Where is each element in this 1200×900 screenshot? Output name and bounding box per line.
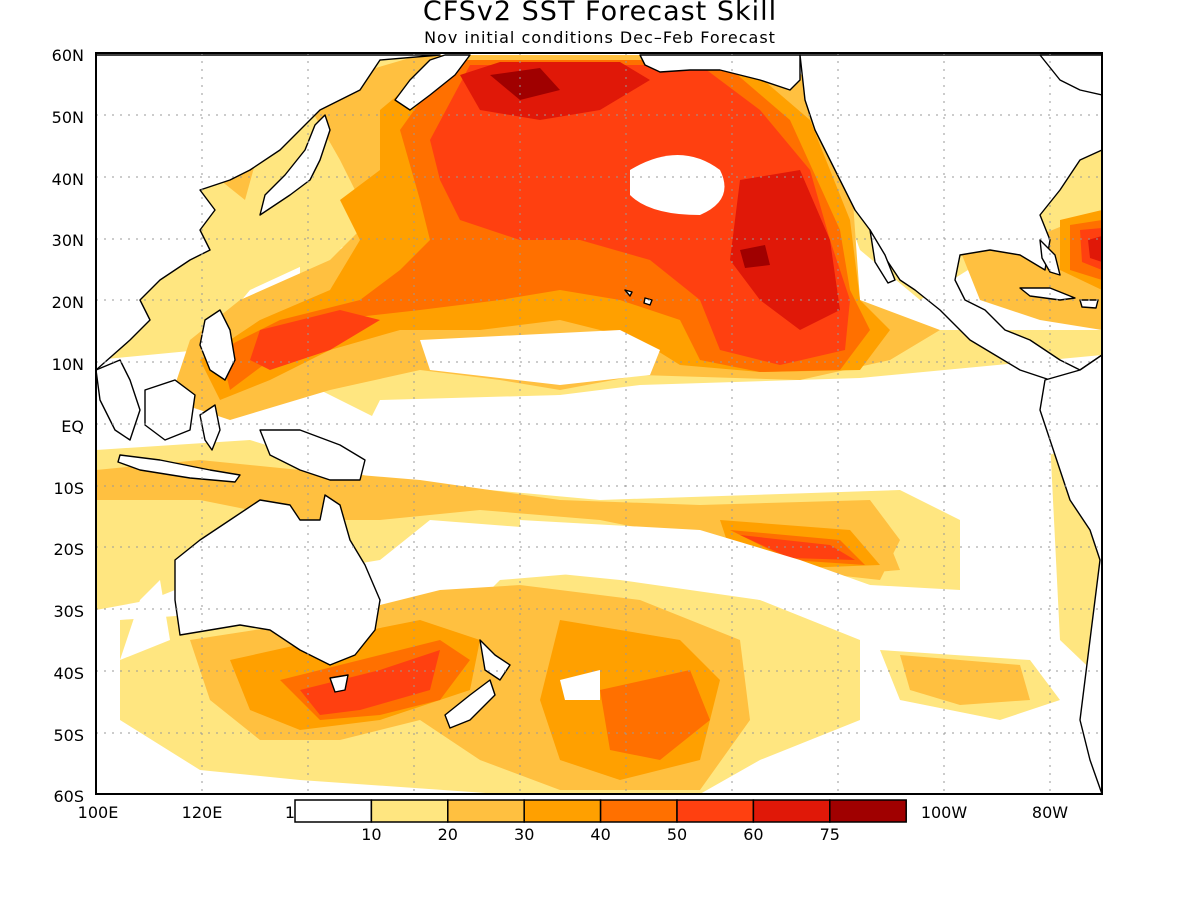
south-america-landmass xyxy=(1039,354,1102,794)
tasmania-island xyxy=(329,674,349,693)
greenland-corner xyxy=(1039,54,1102,96)
graticule xyxy=(96,53,1102,794)
lat-label: 20S xyxy=(53,540,84,559)
colorbar-swatch xyxy=(599,799,678,823)
longitude-labels: 100E 120E 1 100W 80W xyxy=(78,803,1069,822)
borneo-island xyxy=(144,379,196,441)
colorbar-label: 60 xyxy=(743,825,763,844)
australia-landmass xyxy=(174,494,381,666)
java-island xyxy=(117,454,241,483)
lon-label: 100W xyxy=(921,803,968,822)
indochina-landmass xyxy=(96,359,141,441)
colorbar-label: 30 xyxy=(514,825,534,844)
asia-landmass xyxy=(96,54,441,421)
colorbar-label: 20 xyxy=(438,825,458,844)
baja-california xyxy=(869,229,896,284)
lat-label: 20N xyxy=(52,293,84,312)
colorbar-swatch xyxy=(370,799,449,823)
colorbar-swatch xyxy=(523,799,602,823)
cuba-island xyxy=(1019,287,1076,301)
lat-label: 10S xyxy=(53,479,84,498)
lon-label: 80W xyxy=(1032,803,1068,822)
lat-label: 40N xyxy=(52,170,84,189)
lat-label: 60S xyxy=(53,787,84,806)
lat-label: 50S xyxy=(53,726,84,745)
lat-label: 30S xyxy=(53,602,84,621)
colorbar: 10 20 30 40 50 60 75 xyxy=(294,799,907,844)
lat-label: 10N xyxy=(52,355,84,374)
lat-label: 30N xyxy=(52,231,84,250)
colorbar-swatch xyxy=(752,799,831,823)
colorbar-swatch xyxy=(829,799,907,823)
new-zealand-south-island xyxy=(444,679,496,729)
sulawesi-island xyxy=(199,404,221,451)
lat-label: EQ xyxy=(61,417,84,436)
new-guinea-island xyxy=(259,429,366,481)
map-subtitle: Nov initial conditions Dec–Feb Forecast xyxy=(424,28,776,47)
colorbar-label: 50 xyxy=(667,825,687,844)
skill-low-areas xyxy=(120,155,1102,700)
lon-label: 120E xyxy=(182,803,223,822)
japan-island xyxy=(259,114,331,216)
lat-label: 60N xyxy=(52,46,84,65)
colorbar-swatch xyxy=(294,799,373,823)
lon-label: 100E xyxy=(78,803,119,822)
lat-label: 50N xyxy=(52,108,84,127)
colorbar-label: 40 xyxy=(590,825,610,844)
hawaii-islands xyxy=(624,289,653,306)
skill-field xyxy=(96,54,1102,794)
map-title: CFSv2 SST Forecast Skill xyxy=(422,0,778,27)
lat-label: 40S xyxy=(53,664,84,683)
florida-peninsula xyxy=(1039,239,1061,276)
kamchatka-landmass xyxy=(394,54,471,111)
colorbar-label: 10 xyxy=(361,825,381,844)
colorbar-label: 75 xyxy=(820,825,840,844)
colorbar-swatch xyxy=(447,799,525,823)
land xyxy=(96,54,1102,794)
new-zealand-north-island xyxy=(479,639,511,681)
alaska-landmass xyxy=(639,54,801,91)
skill-level-75 xyxy=(490,68,770,268)
map-frame xyxy=(95,52,1103,795)
hispaniola-island xyxy=(1079,299,1099,309)
colorbar-swatch xyxy=(676,799,755,823)
lon-label: 1 xyxy=(285,803,295,822)
latitude-labels: 60N 50N 40N 30N 20N 10N EQ 10S 20S 30S 4… xyxy=(52,46,84,806)
